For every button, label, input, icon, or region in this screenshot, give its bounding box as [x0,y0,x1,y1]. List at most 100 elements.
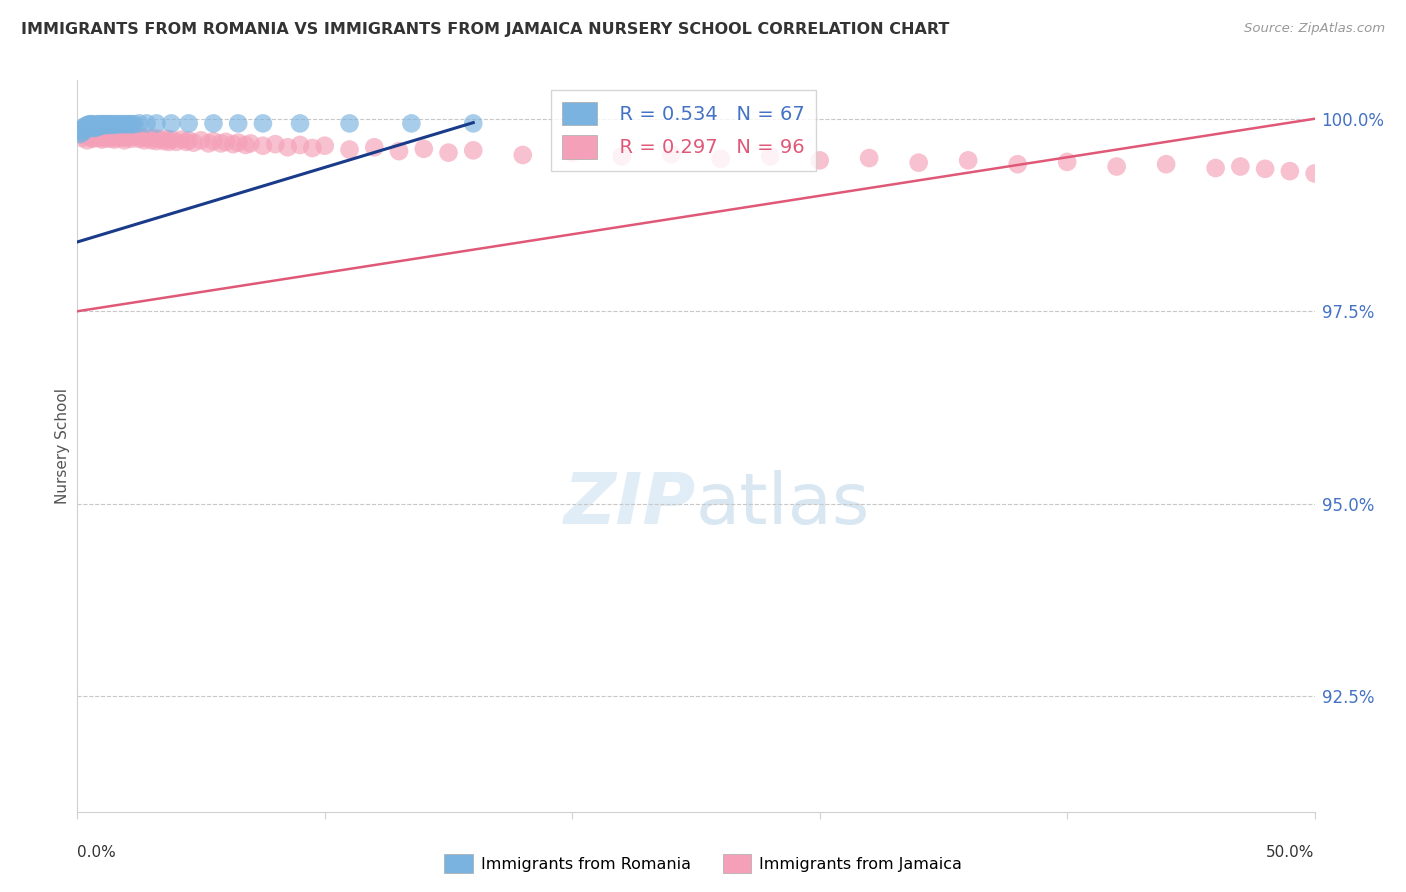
Point [76,121,98,136]
Point [82,117,104,131]
Point [79,117,101,131]
Point [105,131,128,145]
Point [170,132,193,146]
Point [83,128,105,143]
Point [202,116,225,130]
Point [659,147,682,161]
Point [1229,160,1251,174]
Point [73,120,96,134]
Point [134,133,156,147]
Point [91,132,114,146]
Point [610,149,633,163]
Point [388,144,411,158]
Text: ZIP: ZIP [564,470,696,539]
Point [858,151,880,165]
Point [89,128,111,143]
Point [79,118,101,132]
Point [1303,166,1326,180]
Point [82,119,104,133]
Point [121,117,143,131]
Point [160,116,183,130]
Point [79,121,101,136]
Point [115,117,138,131]
Point [79,118,101,132]
Point [86,119,108,133]
Point [1254,161,1277,176]
Point [131,130,153,145]
Text: atlas: atlas [696,470,870,539]
Point [363,140,385,154]
Point [759,149,782,163]
Point [83,118,105,132]
Point [76,133,98,147]
Point [83,120,105,135]
Point [86,130,108,145]
Point [83,120,105,134]
Point [79,120,101,134]
Point [72,121,94,136]
Point [96,117,118,131]
Text: Source: ZipAtlas.com: Source: ZipAtlas.com [1244,22,1385,36]
Point [79,120,101,134]
Point [190,133,212,147]
Point [177,116,200,130]
Point [957,153,980,168]
Point [112,117,135,131]
Point [153,134,176,148]
Point [145,116,167,130]
Text: IMMIGRANTS FROM ROMANIA VS IMMIGRANTS FROM JAMAICA NURSERY SCHOOL CORRELATION CH: IMMIGRANTS FROM ROMANIA VS IMMIGRANTS FR… [21,22,949,37]
Point [72,126,94,140]
Point [177,133,200,147]
Point [226,136,249,150]
Point [82,132,104,146]
Point [122,117,145,131]
Point [122,129,145,144]
Point [112,133,135,147]
Point [91,119,114,133]
Point [96,118,118,132]
Point [73,121,96,136]
Point [235,138,257,153]
Point [226,116,249,130]
Point [143,131,166,145]
Point [157,135,180,149]
Point [314,138,336,153]
Point [277,140,299,154]
Point [808,153,831,168]
Point [155,132,177,146]
Point [165,135,187,149]
Point [98,118,121,132]
Point [73,128,96,143]
Point [98,128,121,143]
Point [121,132,143,146]
Point [105,117,128,131]
Point [89,131,111,145]
Point [141,133,163,147]
Point [1105,160,1128,174]
Point [118,117,141,131]
Point [148,132,170,146]
Point [288,116,311,130]
Point [1056,154,1078,169]
Point [103,129,125,144]
Point [69,123,91,137]
Point [135,131,157,145]
Point [128,132,150,146]
Point [145,134,167,148]
Point [1154,157,1177,171]
Legend:   R = 0.534   N = 67,   R = 0.297   N = 96: R = 0.534 N = 67, R = 0.297 N = 96 [551,90,817,170]
Point [401,116,423,130]
Point [1205,161,1227,175]
Point [252,138,274,153]
Point [86,118,108,132]
Point [239,136,262,151]
Point [463,144,485,158]
Point [89,118,111,132]
Point [103,117,125,131]
Point [82,118,104,132]
Point [98,117,121,131]
Point [79,119,101,133]
Point [174,135,197,149]
Y-axis label: Nursery School: Nursery School [55,388,70,504]
Point [103,118,125,132]
